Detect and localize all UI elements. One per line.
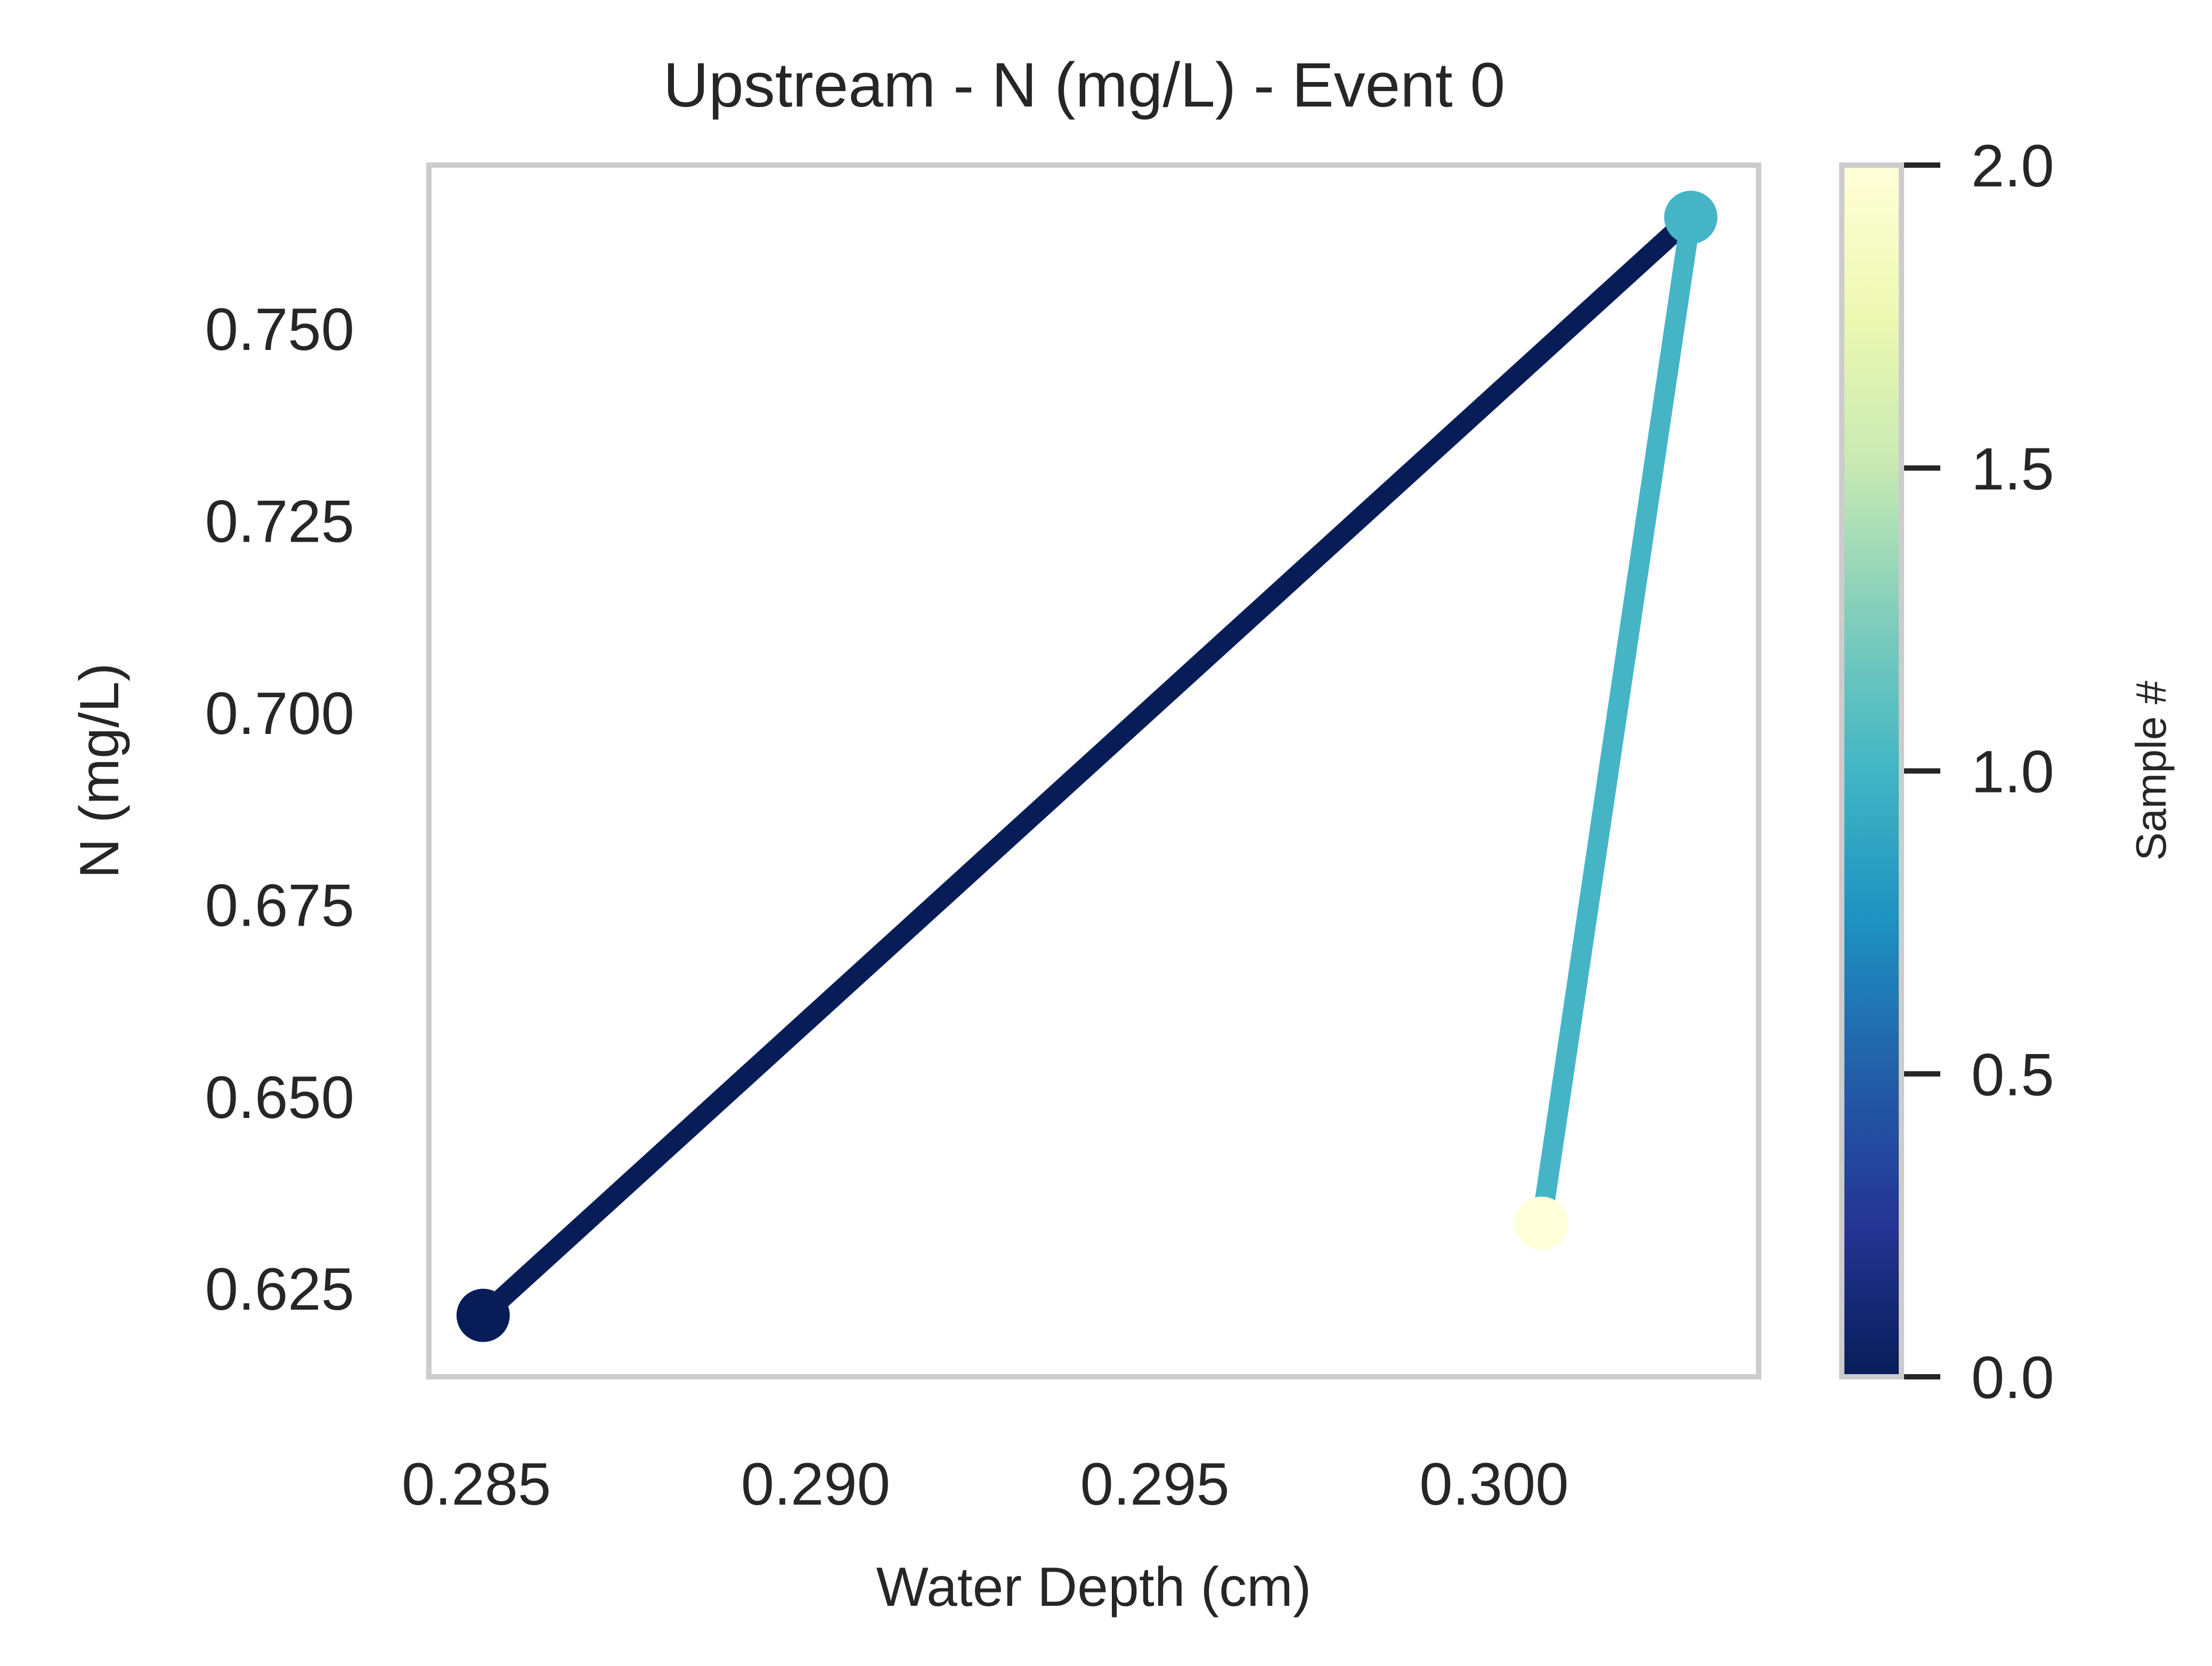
- y-tick-label: 0.675: [205, 872, 354, 938]
- x-tick-label: 0.285: [402, 1451, 551, 1517]
- chart-title: Upstream - N (mg/L) - Event 0: [663, 50, 1505, 120]
- colorbar-tick-label: 0.0: [1971, 1344, 2054, 1411]
- y-tick-label: 0.750: [205, 296, 354, 363]
- colorbar: 0.0 0.5 1.0 1.5 2.0 Sample #: [1839, 133, 2175, 1411]
- colorbar-tick-label: 2.0: [1971, 133, 2054, 199]
- colorbar-label: Sample #: [2127, 681, 2175, 861]
- colorbar-ticks: 0.0 0.5 1.0 1.5 2.0: [1904, 133, 2054, 1411]
- series-layer: [456, 191, 1718, 1342]
- y-tick-label: 0.650: [205, 1064, 354, 1131]
- line-segment: [476, 209, 1698, 1323]
- x-tick-label: 0.295: [1080, 1451, 1229, 1517]
- data-point: [1515, 1196, 1568, 1250]
- x-axis-label: Water Depth (cm): [876, 1556, 1312, 1618]
- colorbar-tick-label: 1.0: [1971, 739, 2054, 805]
- plot-area: [426, 162, 1761, 1379]
- x-tick-label: 0.300: [1419, 1451, 1568, 1517]
- data-point: [1664, 191, 1718, 244]
- colorbar-gradient: [1839, 162, 1904, 1379]
- y-tick-label: 0.625: [205, 1256, 354, 1322]
- data-point: [456, 1288, 510, 1342]
- y-tick-label: 0.725: [205, 488, 354, 555]
- x-tick-label: 0.290: [741, 1451, 890, 1517]
- colorbar-tick-label: 0.5: [1971, 1041, 2054, 1108]
- x-axis: 0.285 0.290 0.295 0.300: [402, 1451, 1568, 1517]
- colorbar-tick-label: 1.5: [1971, 436, 2054, 502]
- y-axis-label: N (mg/L): [69, 663, 131, 878]
- y-tick-label: 0.700: [205, 680, 354, 747]
- y-axis: 0.625 0.650 0.675 0.700 0.725 0.750: [205, 296, 354, 1322]
- line-segment: [1531, 216, 1701, 1225]
